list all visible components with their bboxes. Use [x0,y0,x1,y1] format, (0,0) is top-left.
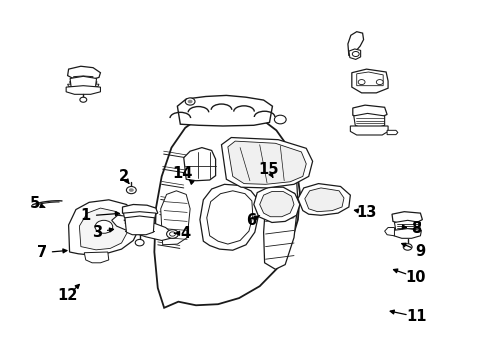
Polygon shape [112,215,172,240]
Polygon shape [357,72,383,86]
Text: 10: 10 [405,270,426,285]
Circle shape [95,220,113,233]
Polygon shape [350,126,388,135]
Circle shape [352,51,359,57]
Polygon shape [394,220,420,234]
Circle shape [274,115,286,124]
Polygon shape [353,105,387,118]
Circle shape [135,239,144,246]
Polygon shape [349,49,361,59]
Polygon shape [72,78,95,81]
Polygon shape [200,184,259,250]
Text: 8: 8 [412,221,421,236]
Polygon shape [69,200,140,255]
Polygon shape [122,204,158,216]
Circle shape [170,232,175,236]
Circle shape [129,188,134,192]
Polygon shape [228,141,306,184]
Circle shape [80,97,87,102]
Polygon shape [392,212,422,224]
Polygon shape [154,112,300,308]
Polygon shape [127,210,154,230]
Polygon shape [264,160,298,269]
Text: 6: 6 [246,213,256,228]
Polygon shape [260,192,294,217]
Text: 4: 4 [180,226,190,241]
Circle shape [358,80,365,85]
Polygon shape [68,84,99,86]
Polygon shape [161,191,190,245]
Polygon shape [66,86,100,94]
Polygon shape [254,187,300,222]
Polygon shape [385,228,394,236]
Text: 5: 5 [30,196,40,211]
Polygon shape [70,76,97,89]
Polygon shape [393,229,421,238]
Polygon shape [125,216,154,235]
Circle shape [188,100,193,103]
Polygon shape [387,130,398,135]
Circle shape [403,244,412,250]
Text: 1: 1 [81,208,91,224]
Polygon shape [79,208,127,250]
Polygon shape [74,76,93,79]
Text: 15: 15 [258,162,279,177]
Text: 12: 12 [57,288,78,303]
Polygon shape [70,81,97,84]
Polygon shape [348,32,364,56]
Text: 3: 3 [92,225,102,240]
Polygon shape [354,113,385,129]
Text: 2: 2 [119,169,128,184]
Polygon shape [123,212,156,220]
Polygon shape [352,69,388,93]
Polygon shape [207,191,253,244]
Polygon shape [84,252,109,263]
Text: 14: 14 [172,166,193,181]
Polygon shape [184,148,216,181]
Circle shape [185,98,195,105]
Text: 13: 13 [356,205,377,220]
Text: 7: 7 [37,245,47,260]
Polygon shape [298,184,350,215]
Circle shape [376,80,383,85]
Polygon shape [221,138,313,188]
Polygon shape [68,66,100,80]
Text: 11: 11 [406,309,427,324]
Polygon shape [177,95,272,126]
Text: 9: 9 [416,244,425,259]
Circle shape [126,186,136,194]
Circle shape [167,230,178,238]
Polygon shape [305,188,344,212]
